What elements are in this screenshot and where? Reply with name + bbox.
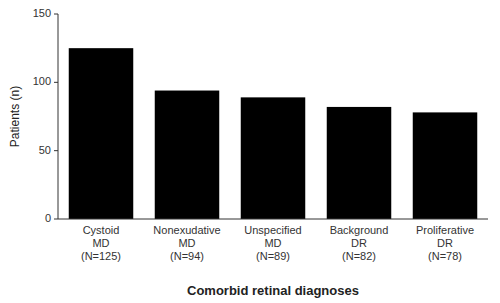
y-tick xyxy=(54,150,58,151)
x-tick-label: NonexudativeMD(N=94) xyxy=(153,224,220,262)
page: {"chart_data": {"type": "bar", "categori… xyxy=(0,0,500,303)
bar xyxy=(69,48,134,219)
x-axis-label: Comorbid retinal diagnoses xyxy=(187,283,359,298)
x-axis-line xyxy=(58,219,488,220)
bar xyxy=(413,112,478,219)
bar xyxy=(327,107,392,219)
y-axis-line xyxy=(58,14,59,219)
y-tick xyxy=(54,14,58,15)
y-tick-label: 0 xyxy=(45,212,51,224)
x-tick-label: CystoidMD(N=125) xyxy=(81,224,121,262)
y-tick-label: 100 xyxy=(33,75,51,87)
chart-container: 0 50 100 150 CystoidMD(N=125) NonexudativeMD(… xyxy=(0,0,500,303)
y-axis-label: Patients (n) xyxy=(8,86,22,147)
x-tick-label: ProliferativeDR(N=78) xyxy=(416,224,474,262)
x-tick-label: BackgroundDR(N=82) xyxy=(330,224,389,262)
bar xyxy=(241,97,306,219)
x-tick-label: UnspecifiedMD(N=89) xyxy=(244,224,301,262)
y-tick xyxy=(54,219,58,220)
bar xyxy=(155,91,220,219)
y-tick-label: 50 xyxy=(39,144,51,156)
y-tick-label: 150 xyxy=(33,7,51,19)
y-tick xyxy=(54,82,58,83)
chart-svg: 0 50 100 150 CystoidMD(N=125) NonexudativeMD(… xyxy=(0,0,500,303)
bars xyxy=(69,48,478,219)
